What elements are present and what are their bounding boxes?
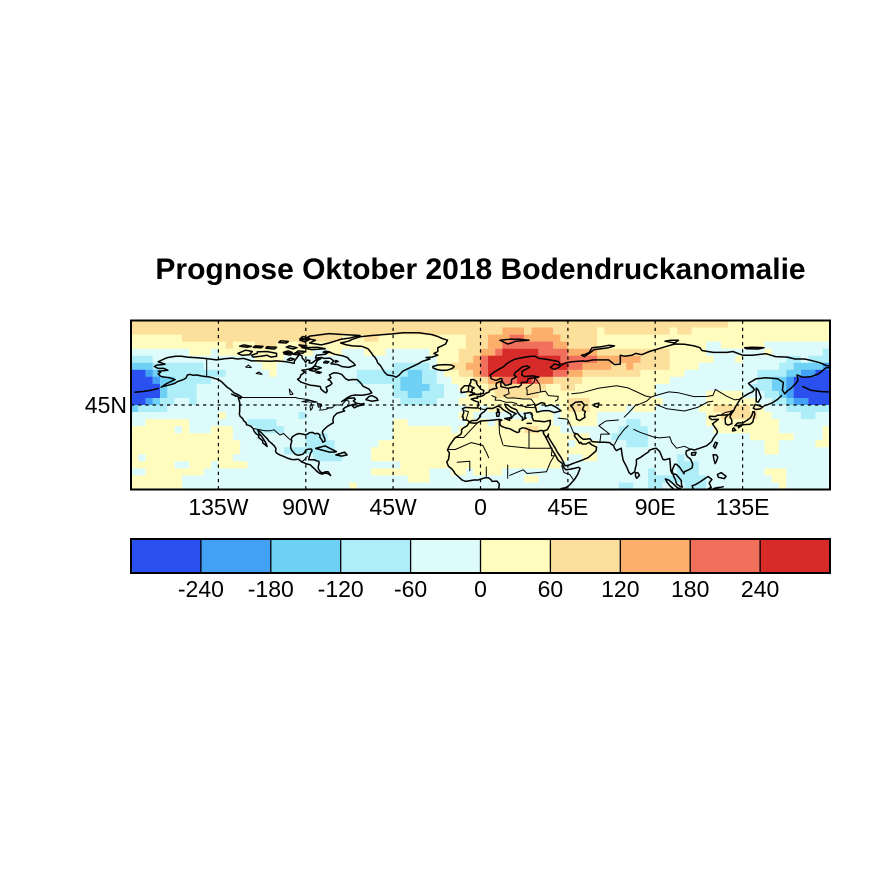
svg-text:Prognose Oktober 2018 Bodendru: Prognose Oktober 2018 Bodendruckanomalie xyxy=(155,253,805,286)
svg-text:45N: 45N xyxy=(85,392,127,418)
svg-text:90W: 90W xyxy=(282,494,330,520)
svg-text:90E: 90E xyxy=(635,494,676,520)
svg-text:45W: 45W xyxy=(369,494,417,520)
svg-text:-180: -180 xyxy=(248,576,294,602)
svg-text:0: 0 xyxy=(474,494,487,520)
svg-text:-120: -120 xyxy=(318,576,364,602)
svg-text:-60: -60 xyxy=(394,576,427,602)
svg-text:45E: 45E xyxy=(547,494,588,520)
svg-text:135W: 135W xyxy=(188,494,248,520)
svg-text:120: 120 xyxy=(601,576,639,602)
svg-text:-240: -240 xyxy=(178,576,224,602)
svg-text:135E: 135E xyxy=(716,494,770,520)
svg-text:60: 60 xyxy=(538,576,564,602)
svg-text:240: 240 xyxy=(741,576,779,602)
svg-text:180: 180 xyxy=(671,576,709,602)
svg-text:0: 0 xyxy=(474,576,487,602)
